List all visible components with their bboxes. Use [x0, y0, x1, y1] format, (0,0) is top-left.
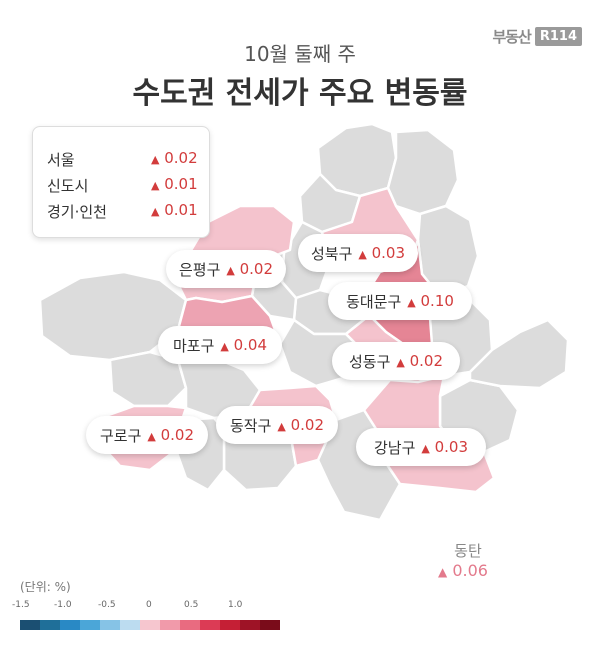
up-triangle-icon: ▲ — [147, 430, 156, 443]
legend-swatch — [160, 620, 180, 630]
up-triangle-icon: ▲ — [421, 442, 430, 455]
brand-text: 부동산 — [492, 28, 531, 46]
legend-color-bar — [20, 620, 280, 630]
legend-tick: -1.5 — [12, 600, 30, 610]
label-mapo: 마포구 ▲ 0.04 — [158, 326, 282, 364]
legend-swatch — [240, 620, 260, 630]
legend-swatch — [120, 620, 140, 630]
legend-swatch — [80, 620, 100, 630]
unit-label: (단위: %) — [20, 580, 71, 594]
legend-swatch — [180, 620, 200, 630]
color-legend: -1.5 -1.0 -0.5 0 0.5 1.0 — [12, 600, 280, 630]
legend-tick: 0.5 — [184, 600, 199, 610]
legend-swatch — [40, 620, 60, 630]
summary-row-newtown: 신도시 ▲ 0.01 — [47, 175, 207, 199]
label-eunpyeong: 은평구 ▲ 0.02 — [166, 250, 286, 288]
legend-swatch — [60, 620, 80, 630]
brand-logo: 부동산 R114 — [492, 26, 582, 47]
page-title: 수도권 전세가 주요 변동률 — [132, 76, 468, 111]
dongtan-value: ▲ 0.06 — [438, 561, 488, 580]
up-triangle-icon: ▲ — [151, 153, 160, 166]
summary-row-seoul: 서울 ▲ 0.02 — [47, 149, 207, 173]
label-dongdaemun: 동대문구 ▲ 0.10 — [328, 282, 472, 320]
dongtan-name: 동탄 — [454, 542, 482, 560]
up-triangle-icon: ▲ — [358, 248, 367, 261]
legend-swatch — [260, 620, 280, 630]
summary-value: ▲ 0.01 — [151, 201, 198, 219]
label-dongjak: 동작구 ▲ 0.02 — [216, 406, 338, 444]
legend-swatch — [20, 620, 40, 630]
legend-swatch — [220, 620, 240, 630]
legend-ticks: -1.5 -1.0 -0.5 0 0.5 1.0 — [12, 600, 280, 616]
district-yangcheon — [108, 350, 188, 408]
legend-tick: -1.0 — [54, 600, 72, 610]
up-triangle-icon: ▲ — [151, 205, 160, 218]
up-triangle-icon: ▲ — [438, 565, 448, 579]
label-gangnam: 강남구 ▲ 0.03 — [356, 428, 486, 466]
up-triangle-icon: ▲ — [407, 296, 416, 309]
brand-box: R114 — [534, 27, 582, 46]
summary-value: ▲ 0.02 — [151, 149, 198, 167]
legend-swatch — [200, 620, 220, 630]
summary-name: 서울 — [47, 151, 75, 169]
up-triangle-icon: ▲ — [151, 179, 160, 192]
up-triangle-icon: ▲ — [220, 340, 229, 353]
legend-tick: 1.0 — [228, 600, 243, 610]
district-gangdong — [468, 318, 570, 390]
summary-box: 서울 ▲ 0.02 신도시 ▲ 0.01 경기·인천 ▲ 0.01 — [32, 126, 210, 238]
subtitle: 10월 둘째 주 — [244, 42, 356, 66]
label-seongbuk: 성북구 ▲ 0.03 — [298, 234, 418, 272]
label-dongtan: 동탄 ▲ 0.06 — [438, 540, 488, 580]
up-triangle-icon: ▲ — [226, 264, 235, 277]
summary-name: 경기·인천 — [47, 203, 107, 221]
legend-swatch — [100, 620, 120, 630]
label-guro: 구로구 ▲ 0.02 — [86, 416, 208, 454]
summary-row-gyeonggi: 경기·인천 ▲ 0.01 — [47, 201, 207, 225]
up-triangle-icon: ▲ — [277, 420, 286, 433]
district-nowon — [386, 128, 460, 216]
summary-value: ▲ 0.01 — [151, 175, 198, 193]
summary-name: 신도시 — [47, 177, 89, 195]
legend-tick: -0.5 — [98, 600, 116, 610]
up-triangle-icon: ▲ — [396, 356, 405, 369]
label-seongdong: 성동구 ▲ 0.02 — [332, 342, 460, 380]
legend-swatch — [140, 620, 160, 630]
legend-tick: 0 — [146, 600, 152, 610]
